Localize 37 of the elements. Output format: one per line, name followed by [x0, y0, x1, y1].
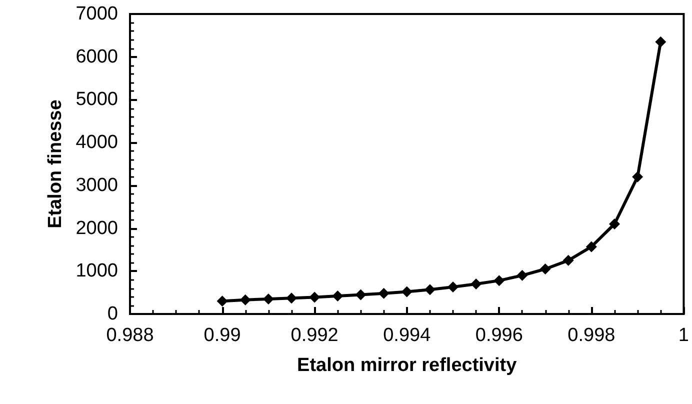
point	[216, 296, 228, 307]
y-axis-title: Etalon finesse	[44, 100, 66, 228]
point	[401, 286, 412, 298]
point	[262, 294, 274, 304]
x-tick-label: 1	[678, 325, 690, 346]
point	[424, 284, 436, 296]
point	[286, 292, 297, 304]
point	[540, 264, 551, 274]
point	[332, 290, 344, 302]
point	[632, 171, 644, 182]
point	[494, 275, 505, 286]
point	[448, 282, 458, 292]
point	[562, 254, 574, 266]
x-tick-label: 0.992	[290, 325, 338, 346]
y-tick-label: 7000	[76, 4, 118, 24]
x-tick-label: 0.988	[106, 325, 154, 346]
point	[655, 36, 666, 48]
y-tick-label: 5000	[76, 89, 118, 110]
point	[309, 292, 320, 303]
point	[378, 288, 390, 299]
point	[470, 278, 482, 290]
x-tick-label: 0.996	[475, 325, 523, 346]
y-tick-label: 4000	[76, 132, 118, 154]
point	[609, 218, 620, 230]
y-tick-label: 2000	[76, 218, 118, 239]
x-axis-title: Etalon mirror reflectivity	[297, 355, 518, 376]
point	[240, 294, 251, 306]
x-tick-label: 0.998	[568, 325, 616, 346]
x-tick-label: 0.994	[383, 325, 432, 346]
y-tick-label: 3000	[76, 174, 118, 196]
y-tick-label: 6000	[76, 46, 118, 68]
y-tick-label: 1000	[76, 260, 118, 282]
point	[586, 241, 597, 252]
y-tick-label: 0	[107, 304, 118, 324]
x-tick-label: 0.99	[204, 325, 241, 346]
point	[516, 270, 528, 281]
point	[355, 289, 366, 300]
